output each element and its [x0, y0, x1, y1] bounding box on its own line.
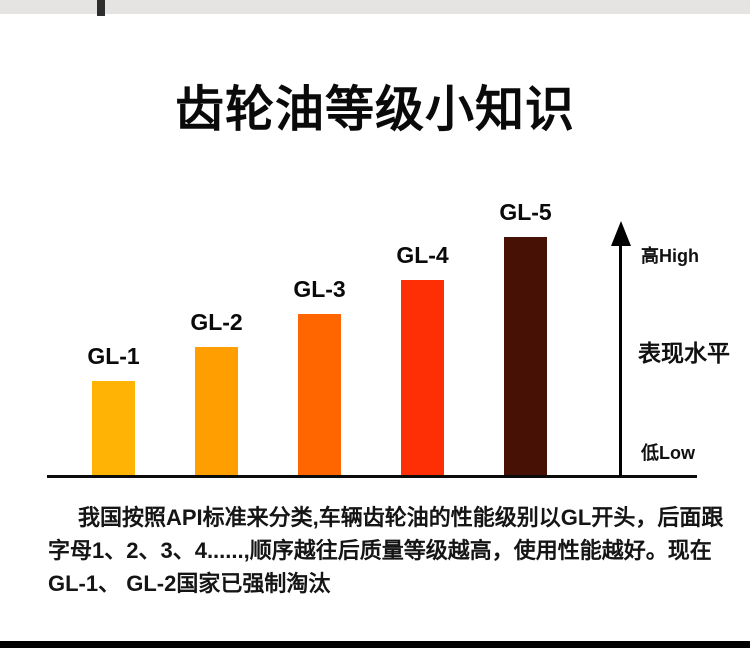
- bar-label: GL-5: [499, 199, 552, 225]
- bar-label: GL-1: [87, 343, 140, 369]
- axis-label-high: 高High: [641, 246, 699, 266]
- bar-label: GL-3: [293, 276, 346, 302]
- paragraph-line: 字母1、2、3、4......,顺序越往后质量等级越高，使用性能越好。现在: [48, 538, 712, 563]
- bar-chart: GL-1 GL-2 GL-3 GL-4 GL-5 高High 表现水平 低Low: [47, 199, 730, 478]
- bar-group-gl-3: GL-3: [293, 276, 346, 476]
- bar-label: GL-2: [190, 309, 243, 335]
- bar: [504, 237, 547, 476]
- bar-label: GL-4: [396, 242, 449, 268]
- x-axis-line: [47, 475, 697, 478]
- bar-group-gl-4: GL-4: [396, 242, 449, 476]
- bottom-strip: [0, 641, 750, 648]
- paragraph-line: 我国按照API标准来分类,车辆齿轮油的性能级别以GL开头，后面跟: [78, 505, 724, 530]
- page-title: 齿轮油等级小知识: [174, 83, 575, 137]
- bar-group-gl-5: GL-5: [499, 199, 552, 476]
- bar: [92, 381, 135, 476]
- bar-group-gl-2: GL-2: [190, 309, 243, 476]
- performance-axis-arrow-icon: [619, 243, 622, 476]
- arrow-head-icon: [611, 221, 631, 246]
- bar: [401, 280, 444, 476]
- bar-group-gl-1: GL-1: [87, 343, 140, 476]
- bar: [298, 314, 341, 476]
- paragraph-line: GL-1、 GL-2国家已强制淘汰: [48, 571, 331, 596]
- bar: [195, 347, 238, 476]
- top-strip-marker: [97, 0, 105, 16]
- description-paragraph: 我国按照API标准来分类,车辆齿轮油的性能级别以GL开头，后面跟字母1、2、3、…: [48, 501, 724, 600]
- top-strip: [0, 0, 750, 16]
- axis-title-performance-level: 表现水平: [638, 340, 730, 366]
- axis-label-low: 低Low: [641, 443, 695, 463]
